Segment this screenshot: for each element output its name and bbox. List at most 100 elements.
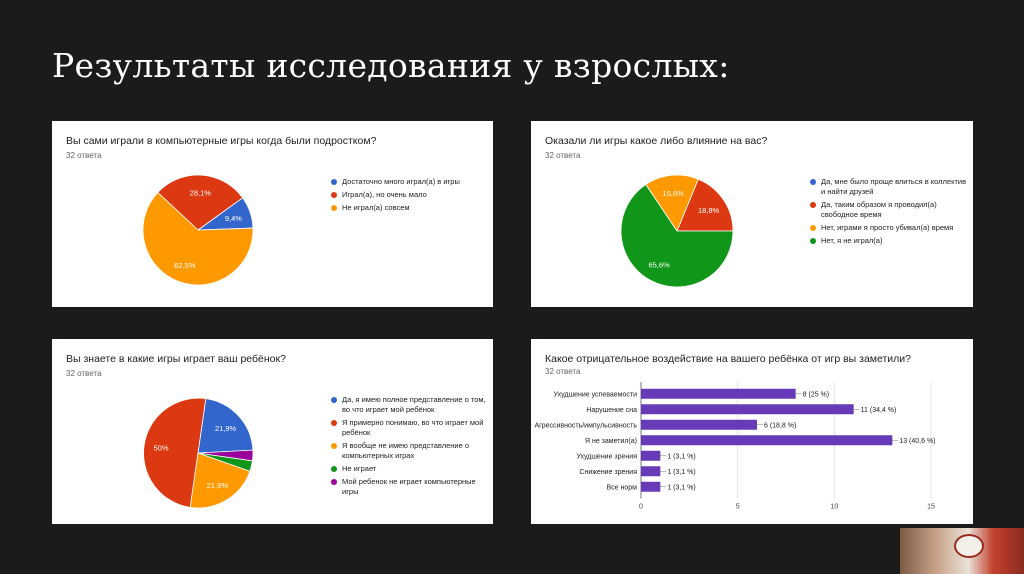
chart-4-title: Какое отрицательное воздействие на вашег… <box>545 353 912 365</box>
bar-category-label: Агрессивность/импульсивность <box>534 422 637 429</box>
bar-value-label: 1 (3,1 %) <box>667 453 695 460</box>
legend-swatch <box>331 397 337 403</box>
legend-swatch <box>810 238 816 244</box>
legend-label: Достаточно много играл(а) в игры <box>342 177 460 186</box>
legend-item: Мой ребенок не играет компьютерные игры <box>331 477 488 497</box>
pie-slice <box>142 191 254 286</box>
chart-card-3: Вы знаете в какие игры играет ваш ребёно… <box>52 339 493 524</box>
pie-slice-label: 28,1% <box>190 189 212 198</box>
legend-swatch <box>331 205 337 211</box>
pie-slice <box>645 174 699 232</box>
pie-slice <box>143 397 207 508</box>
bar-category-label: Я не заметил(а) <box>585 438 637 445</box>
bar-category-label: Ухудшение зрения <box>576 453 637 460</box>
legend-swatch <box>331 443 337 449</box>
pie-slice-label: 62,5% <box>174 261 196 270</box>
slide-title: Результаты исследования у взрослых: <box>52 46 730 85</box>
bar <box>641 388 796 399</box>
bar-category-label: Нарушение сна <box>586 407 637 414</box>
pie-slice-label: 21,9% <box>207 481 229 490</box>
legend-label: Да, таким образом я проводил(а) свободно… <box>821 200 937 219</box>
x-tick-label: 5 <box>736 504 740 511</box>
legend-swatch <box>810 202 816 208</box>
legend-label: Нет, я не играл(а) <box>821 236 883 245</box>
legend-label: Мой ребенок не играет компьютерные игры <box>342 477 476 496</box>
legend-label: Нет, играми я просто убивал(а) время <box>821 223 954 232</box>
pie-slice <box>197 449 254 462</box>
chart-card-2: Оказали ли игры какое либо влияние на ва… <box>531 121 973 307</box>
x-tick-label: 0 <box>639 504 643 511</box>
chart-card-1: Вы сами играли в компьютерные игры когда… <box>52 121 493 307</box>
bar-value-label: 1 (3,1 %) <box>667 469 695 476</box>
legend-item: Да, я имею полное представление о том, в… <box>331 395 488 415</box>
chart-2-response-count: 32 ответа <box>545 151 581 160</box>
legend-swatch <box>331 479 337 485</box>
bar-category-label: Снижение зрения <box>579 469 637 476</box>
legend-swatch <box>331 420 337 426</box>
bar <box>641 450 661 461</box>
chart-1-legend: Достаточно много играл(а) в игры Играл(а)… <box>331 177 486 216</box>
legend-label: Не играет <box>342 464 377 473</box>
bar <box>641 481 661 492</box>
chart-1-title: Вы сами играли в компьютерные игры когда… <box>66 135 377 147</box>
chart-card-4: Какое отрицательное воздействие на вашег… <box>531 339 973 524</box>
legend-item: Достаточно много играл(а) в игры <box>331 177 486 187</box>
legend-label: Я вообще не имею представление о компьют… <box>342 441 470 460</box>
video-thumbnail <box>900 528 1024 574</box>
pie-slice-label: 15,6% <box>663 189 685 198</box>
pie-slice <box>197 398 254 454</box>
bar <box>641 419 757 430</box>
bar <box>641 404 854 415</box>
pie-slice-label: 9,4% <box>225 214 242 223</box>
pie-chart-1: 9,4% 28,1% 62,5% <box>142 174 254 286</box>
chart-3-response-count: 32 ответа <box>66 369 102 378</box>
pie-slice <box>157 174 244 231</box>
legend-item: Да, мне было проще влиться в коллектив и… <box>810 177 968 197</box>
bar-value-label: 13 (40,6 %) <box>899 438 935 445</box>
pie-slice-label: 50% <box>153 444 168 453</box>
legend-item: Не играет <box>331 464 488 474</box>
x-tick-label: 10 <box>830 504 838 511</box>
thumbnail-detail <box>954 534 984 558</box>
pie-slice <box>189 452 251 509</box>
legend-item: Да, таким образом я проводил(а) свободно… <box>810 200 968 220</box>
legend-item: Нет, я не играл(а) <box>810 236 968 246</box>
bar <box>641 435 893 446</box>
legend-swatch <box>810 179 816 185</box>
chart-2-legend: Да, мне было проще влиться в коллектив и… <box>810 177 968 249</box>
legend-label: Да, я имею полное представление о том, в… <box>342 395 486 414</box>
legend-item: Не играл(а) совсем <box>331 203 486 213</box>
bar-category-label: Ухудшение успеваемости <box>554 391 638 398</box>
legend-label: Играл(а), но очень мало <box>342 190 427 199</box>
legend-swatch <box>331 466 337 472</box>
pie-slice <box>676 178 734 232</box>
chart-3-title: Вы знаете в какие игры играет ваш ребёно… <box>66 353 286 365</box>
bar-value-label: 8 (25 %) <box>803 391 829 398</box>
pie-chart-3: 21,9% 50% 21,9% <box>143 397 254 509</box>
pie-slice-label: 65,6% <box>648 261 670 270</box>
chart-4-response-count: 32 ответа <box>545 367 581 376</box>
x-tick-label: 15 <box>927 504 935 511</box>
legend-label: Не играл(а) совсем <box>342 203 410 212</box>
legend-swatch <box>810 225 816 231</box>
chart-2-title: Оказали ли игры какое либо влияние на ва… <box>545 135 768 147</box>
bar <box>641 466 661 477</box>
legend-item: Я вообще не имею представление о компьют… <box>331 441 488 461</box>
legend-item: Нет, играми я просто убивал(а) время <box>810 223 968 233</box>
legend-swatch <box>331 192 337 198</box>
chart-3-legend: Да, я имею полное представление о том, в… <box>331 395 488 500</box>
legend-item: Играл(а), но очень мало <box>331 190 486 200</box>
pie-slice <box>620 183 734 288</box>
legend-item: Я примерно понимаю, во что играет мой ре… <box>331 418 488 438</box>
bar-value-label: 1 (3,1 %) <box>667 484 695 491</box>
legend-label: Да, мне было проще влиться в коллектив и… <box>821 177 967 196</box>
pie-slice-label: 18,8% <box>698 206 720 215</box>
bar-value-label: 11 (34,4 %) <box>861 407 897 414</box>
pie-chart-2: 18,8% 15,6% 65,6% <box>620 174 734 288</box>
bar-category-label: Все норм <box>607 484 638 491</box>
bar-chart-4: 0 5 10 15 Ухудшение успеваемости 8 (25 %) Нару… <box>534 382 936 511</box>
legend-swatch <box>331 179 337 185</box>
bar-value-label: 6 (18,8 %) <box>764 422 796 429</box>
pie-slice-label: 21,9% <box>215 424 237 433</box>
chart-1-response-count: 32 ответа <box>66 151 102 160</box>
